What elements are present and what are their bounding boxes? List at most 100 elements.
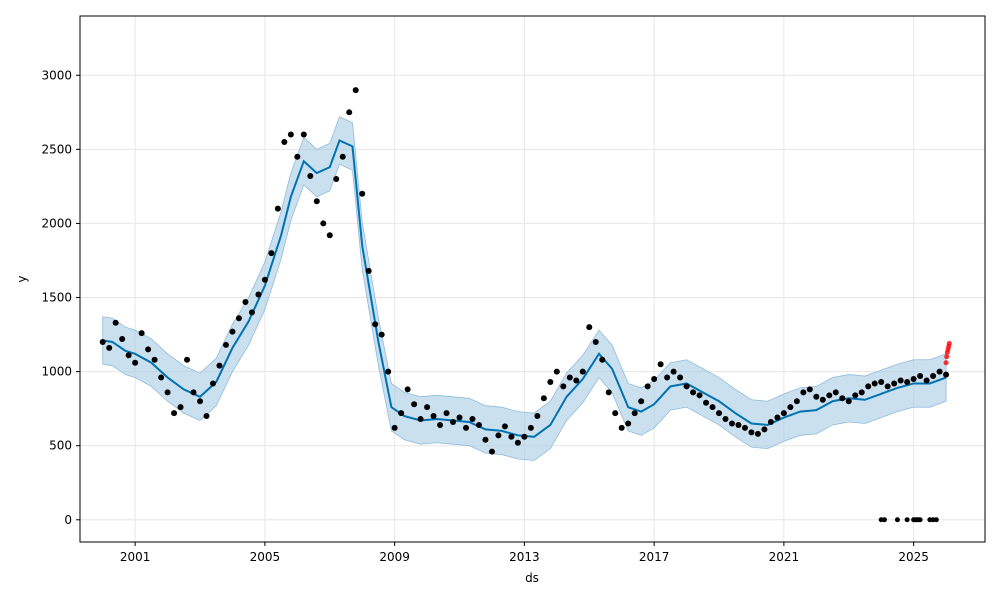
observed-point xyxy=(475,421,482,428)
observed-point xyxy=(294,153,301,160)
observed-point xyxy=(209,380,216,387)
anomaly-point xyxy=(946,340,952,346)
x-axis-ticks: 2001 2005 2009 2013 2017 2021 2025 xyxy=(120,542,929,564)
observed-point xyxy=(826,392,833,399)
observed-point xyxy=(320,220,327,227)
observed-point xyxy=(540,395,547,402)
observed-point xyxy=(177,404,184,411)
observed-point xyxy=(651,376,658,383)
observed-point xyxy=(171,410,178,417)
observed-point xyxy=(780,410,787,417)
observed-point xyxy=(917,373,924,380)
observed-point xyxy=(579,368,586,375)
observed-point xyxy=(722,416,729,423)
x-tick-label: 2005 xyxy=(250,550,281,564)
observed-point xyxy=(664,374,671,381)
observed-point xyxy=(417,416,424,423)
observed-zero-point xyxy=(904,517,910,523)
x-tick-label: 2017 xyxy=(639,550,670,564)
observed-point xyxy=(443,410,450,417)
grid-lines xyxy=(80,16,985,542)
observed-point xyxy=(235,315,242,322)
observed-point xyxy=(534,413,541,420)
observed-point xyxy=(158,374,165,381)
observed-point xyxy=(696,392,703,399)
y-tick-label: 2000 xyxy=(41,216,72,230)
observed-point xyxy=(547,378,554,385)
observed-point xyxy=(754,430,761,437)
observed-point xyxy=(709,404,716,411)
observed-point xyxy=(943,371,950,378)
observed-point xyxy=(495,432,502,439)
observed-point xyxy=(242,298,249,305)
observed-point xyxy=(930,373,937,380)
observed-point xyxy=(456,414,463,421)
observed-point xyxy=(255,291,262,298)
observed-point xyxy=(216,362,223,369)
observed-point xyxy=(99,338,106,345)
observed-point xyxy=(132,359,139,366)
uncertainty-band xyxy=(102,116,947,461)
observed-point xyxy=(346,109,353,116)
observed-point xyxy=(631,410,638,417)
observed-point xyxy=(839,395,846,402)
observed-point xyxy=(735,421,742,428)
observed-point xyxy=(897,377,904,384)
observed-point xyxy=(884,383,891,390)
observed-point xyxy=(670,368,677,375)
observed-point xyxy=(741,424,748,431)
observed-zero-point xyxy=(881,517,887,523)
observed-point xyxy=(501,423,508,430)
forecast-line xyxy=(102,139,947,438)
observed-point xyxy=(229,328,236,335)
observed-point xyxy=(378,331,385,338)
y-tick-label: 1000 xyxy=(41,365,72,379)
observed-point xyxy=(138,330,145,337)
observed-point xyxy=(287,131,294,138)
observed-point xyxy=(566,374,573,381)
observed-zero-point xyxy=(917,517,923,523)
observed-point xyxy=(450,418,457,425)
observed-point xyxy=(300,131,307,138)
observed-point xyxy=(612,410,619,417)
observed-point xyxy=(203,413,210,420)
observed-point xyxy=(437,421,444,428)
observed-point xyxy=(190,389,197,396)
observed-point xyxy=(871,380,878,387)
observed-point xyxy=(482,436,489,443)
observed-point xyxy=(398,410,405,417)
x-tick-label: 2013 xyxy=(509,550,540,564)
observed-point xyxy=(865,383,872,390)
observed-point xyxy=(677,374,684,381)
observed-point xyxy=(599,356,606,363)
forecast-series xyxy=(102,139,947,438)
observed-point xyxy=(463,424,470,431)
observed-point xyxy=(248,309,255,316)
observed-point xyxy=(145,346,152,353)
observed-point xyxy=(352,87,359,94)
observed-point xyxy=(508,433,515,440)
observed-point xyxy=(112,319,119,326)
observed-point xyxy=(424,404,431,411)
observed-point xyxy=(411,401,418,408)
observed-point xyxy=(800,389,807,396)
observed-zero-point xyxy=(933,517,939,523)
observed-point xyxy=(592,338,599,345)
observed-point xyxy=(761,426,768,433)
observed-series xyxy=(99,87,950,523)
observed-point xyxy=(527,424,534,431)
y-axis-title: y xyxy=(15,275,29,282)
observed-point xyxy=(638,398,645,405)
observed-point xyxy=(391,424,398,431)
observed-point xyxy=(106,344,113,351)
observed-point xyxy=(404,386,411,393)
observed-point xyxy=(904,378,911,385)
observed-point xyxy=(268,250,275,257)
observed-point xyxy=(326,232,333,239)
observed-point xyxy=(858,389,865,396)
observed-point xyxy=(716,410,723,417)
observed-point xyxy=(197,398,204,405)
observed-point xyxy=(891,380,898,387)
